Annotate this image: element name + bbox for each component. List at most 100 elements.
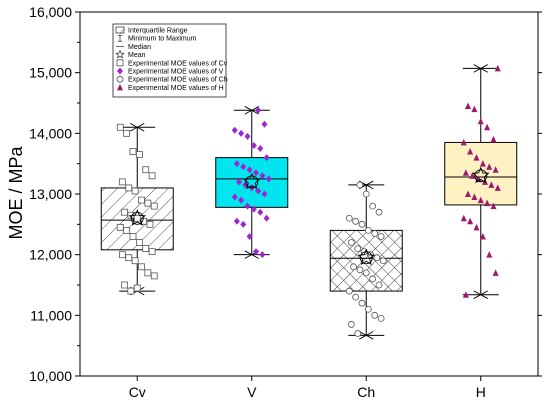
data-point	[479, 232, 486, 240]
data-point	[369, 202, 377, 210]
legend-entry: Interquartile Range	[115, 26, 188, 35]
data-point	[150, 202, 158, 210]
data-point	[138, 196, 145, 204]
data-point	[350, 263, 357, 271]
data-point	[492, 269, 499, 276]
data-point	[354, 245, 362, 253]
data-point	[486, 251, 493, 258]
data-point	[347, 321, 355, 328]
data-point	[259, 251, 266, 259]
data-point	[116, 223, 124, 231]
data-point	[123, 129, 131, 137]
legend-frame	[112, 23, 227, 98]
y-tick-label: 12,000	[29, 247, 72, 263]
data-point	[263, 214, 270, 222]
mean-star	[128, 209, 147, 226]
iqr-box	[215, 157, 289, 208]
points-cv	[116, 123, 158, 295]
data-point	[362, 269, 370, 277]
points-v	[231, 106, 272, 259]
data-point	[121, 281, 128, 289]
iqr-box	[444, 141, 518, 206]
data-point	[135, 239, 143, 246]
data-point	[473, 154, 480, 161]
data-point	[127, 287, 135, 295]
data-point	[358, 299, 366, 307]
iqr-box	[329, 229, 403, 292]
data-point	[484, 123, 491, 131]
data-point	[471, 105, 478, 113]
data-point	[490, 202, 497, 210]
points-h	[460, 64, 501, 298]
data-point	[345, 287, 353, 295]
data-point	[129, 148, 137, 155]
legend-entry: Experimental MOE values of Cv	[116, 59, 228, 67]
legend-entry: Experimental MOE values of H	[117, 83, 224, 92]
legend-mean-swatch	[115, 49, 125, 59]
data-point	[486, 163, 493, 170]
data-point	[479, 160, 486, 167]
data-point	[233, 217, 240, 225]
data-point	[118, 178, 126, 186]
x-tick-label: H	[476, 384, 486, 400]
data-point	[146, 220, 154, 228]
data-point	[259, 172, 266, 180]
data-point	[263, 154, 270, 162]
data-point	[494, 184, 501, 191]
data-point	[125, 254, 133, 262]
data-point	[373, 254, 381, 262]
data-point	[460, 214, 467, 222]
data-point	[364, 226, 372, 234]
data-point	[123, 226, 131, 234]
data-point	[375, 208, 383, 216]
data-point	[371, 311, 379, 319]
legend-label: Experimental MOE values of V	[128, 69, 224, 76]
data-point	[242, 181, 249, 189]
box-h	[444, 64, 518, 299]
data-point	[238, 129, 245, 137]
y-tick-label: 10,000	[29, 368, 72, 384]
data-point	[362, 190, 370, 198]
data-point	[121, 208, 128, 216]
data-point	[144, 269, 152, 277]
data-point	[142, 245, 150, 253]
y-tick-label: 11,000	[30, 307, 72, 323]
data-point	[494, 64, 501, 72]
legend-label: Experimental MOE values of H	[128, 85, 224, 92]
data-point	[354, 330, 362, 337]
data-point	[117, 83, 123, 91]
min-marker	[359, 331, 374, 340]
data-point	[261, 190, 268, 198]
data-point	[347, 239, 355, 246]
max-marker	[473, 64, 488, 73]
data-point	[138, 263, 145, 271]
y-tick-label: 16,000	[29, 4, 72, 20]
legend-entry: Minimum to Maximum	[118, 34, 197, 43]
data-point	[255, 106, 262, 114]
data-point	[261, 120, 268, 128]
data-point	[244, 202, 251, 210]
data-point	[125, 184, 133, 192]
data-point	[131, 257, 139, 265]
max-marker	[130, 123, 145, 132]
y-tick-label: 15,000	[29, 65, 72, 81]
box-v	[215, 106, 289, 259]
data-point	[150, 272, 158, 280]
data-point	[135, 151, 143, 158]
data-point	[129, 233, 137, 240]
data-point	[467, 148, 474, 155]
data-point	[116, 75, 124, 83]
data-point	[265, 175, 272, 183]
data-point	[462, 169, 469, 176]
data-point	[118, 251, 126, 259]
mean-circle	[359, 251, 373, 265]
data-point	[488, 181, 495, 188]
data-point	[375, 281, 383, 289]
data-point	[477, 117, 484, 125]
data-point	[246, 232, 253, 240]
x-tick-label: Cv	[129, 384, 146, 400]
data-point	[240, 163, 247, 171]
legend-label: Median	[128, 44, 151, 51]
